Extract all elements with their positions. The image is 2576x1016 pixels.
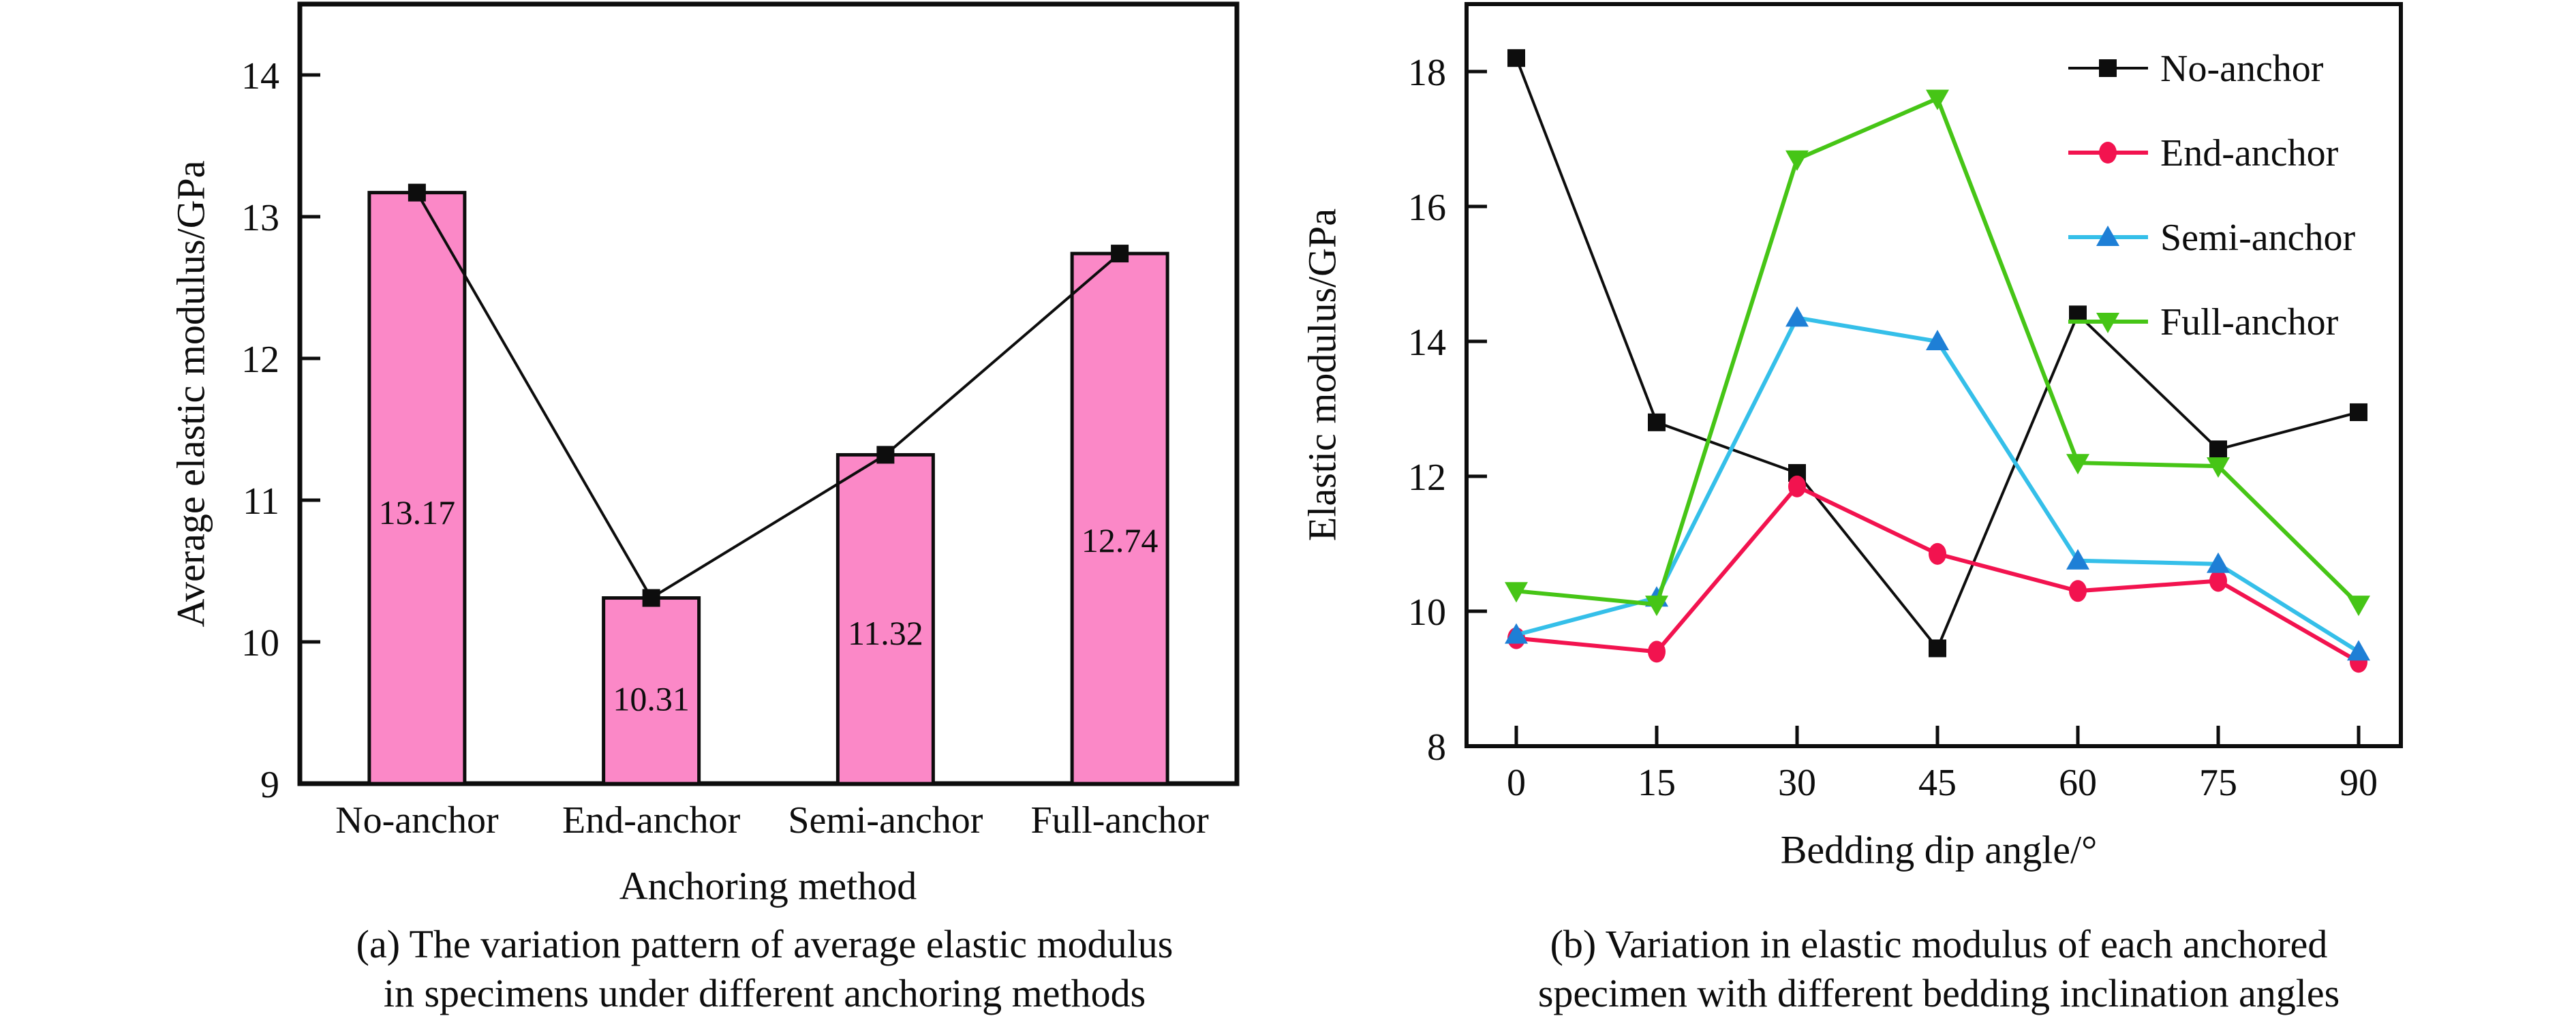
x-category-label: Semi-anchor <box>788 799 983 842</box>
y-tick-label: 12 <box>1408 457 1446 499</box>
x-category-label: No-anchor <box>335 799 499 842</box>
legend-marker-Full-anchor <box>2096 313 2119 333</box>
series-marker-No-anchor <box>1929 639 1946 658</box>
right-y-axis-title: Elastic modulus/GPa <box>1300 208 1345 542</box>
y-tick-label: 18 <box>1408 52 1446 94</box>
plot-frame <box>1465 2 2403 748</box>
y-tick-label: 14 <box>241 55 279 97</box>
bar-value-label: 10.31 <box>613 680 690 718</box>
caption-b-line-1: (b) Variation in elastic modulus of each… <box>1550 922 2328 966</box>
x-tick-label: 30 <box>1778 762 1816 804</box>
series-marker-Full-anchor <box>2066 454 2089 475</box>
legend-marker-Semi-anchor <box>2096 226 2119 246</box>
line-chart-elastic-modulus-vs-dip-angle: 8 10 12 14 16 18 0 15 30 45 60 75 90 No-anchor End-anc… <box>1408 2 2403 804</box>
bar-No-anchor <box>367 191 467 786</box>
y-tick-label: 8 <box>1427 726 1446 769</box>
right-x-axis-title: Bedding dip angle/° <box>1780 827 2098 872</box>
x-category-label: End-anchor <box>562 799 741 842</box>
series-marker-Semi-anchor <box>2347 640 2370 661</box>
y-tick-label: 13 <box>241 197 279 239</box>
bar-value-label: 13.17 <box>379 493 456 532</box>
legend-label-End-anchor: End-anchor <box>2160 132 2339 174</box>
y-tick-label: 10 <box>241 622 279 664</box>
series-marker-Full-anchor <box>1926 89 1949 110</box>
legend-label-Semi-anchor: Semi-anchor <box>2160 217 2355 259</box>
series-marker-End-anchor <box>1929 542 1946 565</box>
bar-value-label: 11.32 <box>848 614 923 652</box>
x-category-label: Full-anchor <box>1030 799 1209 842</box>
series-marker-No-anchor <box>1507 49 1525 67</box>
series-marker-Full-anchor <box>2347 596 2370 617</box>
legend-label-No-anchor: No-anchor <box>2160 48 2324 90</box>
bar-chart-average-elastic-modulus: 9 10 11 12 13 14 13.17 No-anchor 10.31 End-anchor… <box>241 1 1240 842</box>
left-x-axis-title: Anchoring method <box>619 863 917 908</box>
bar-top-connector-line <box>416 191 1121 600</box>
bar-top-marker <box>876 446 895 464</box>
plot-frame <box>297 1 1240 786</box>
caption-a-line-2: in specimens under different anchoring m… <box>383 971 1146 1015</box>
series-marker-End-anchor <box>2069 580 2087 602</box>
series-marker-No-anchor <box>2350 403 2367 421</box>
x-tick-label: 60 <box>2059 762 2097 804</box>
y-tick-label: 12 <box>241 339 279 381</box>
series-marker-Semi-anchor <box>1785 306 1809 327</box>
series-marker-No-anchor <box>1648 413 1666 431</box>
x-tick-label: 45 <box>1918 762 1957 804</box>
series-marker-Semi-anchor <box>1505 623 1528 644</box>
x-tick-label: 75 <box>2199 762 2237 804</box>
series-marker-Semi-anchor <box>1926 330 1949 350</box>
x-tick-label: 0 <box>1507 762 1526 804</box>
series-marker-End-anchor <box>2209 570 2227 592</box>
y-tick-label: 16 <box>1408 187 1446 229</box>
caption-b-line-2: specimen with different bedding inclinat… <box>1537 971 2340 1015</box>
y-tick-label: 10 <box>1408 591 1446 634</box>
legend-marker-No-anchor <box>2099 59 2117 77</box>
x-tick-label: 15 <box>1638 762 1676 804</box>
left-y-axis-title: Average elastic modulus/GPa <box>168 160 213 628</box>
series-marker-End-anchor <box>1788 475 1806 497</box>
caption-a-line-1: (a) The variation pattern of average ela… <box>356 922 1174 966</box>
series-marker-Full-anchor <box>1505 582 1528 603</box>
bar-Full-anchor <box>1070 251 1169 786</box>
bar-value-label: 12.74 <box>1082 521 1159 559</box>
bar-top-marker <box>642 589 660 607</box>
series-marker-Full-anchor <box>1645 596 1668 617</box>
series-marker-Semi-anchor <box>2066 549 2089 570</box>
y-tick-label: 9 <box>260 764 279 806</box>
x-tick-label: 90 <box>2340 762 2378 804</box>
series-marker-Semi-anchor <box>2207 552 2230 573</box>
bar-top-marker <box>1111 245 1129 263</box>
legend-marker-End-anchor <box>2099 142 2117 164</box>
legend-label-Full-anchor: Full-anchor <box>2160 301 2339 343</box>
y-tick-label: 11 <box>243 480 279 523</box>
y-tick-label: 14 <box>1408 322 1446 364</box>
bar-top-marker <box>408 183 426 202</box>
series-marker-Full-anchor <box>1785 150 1809 171</box>
series-marker-End-anchor <box>1648 641 1666 663</box>
series-marker-No-anchor <box>2209 440 2227 459</box>
series-marker-Full-anchor <box>2207 457 2230 478</box>
